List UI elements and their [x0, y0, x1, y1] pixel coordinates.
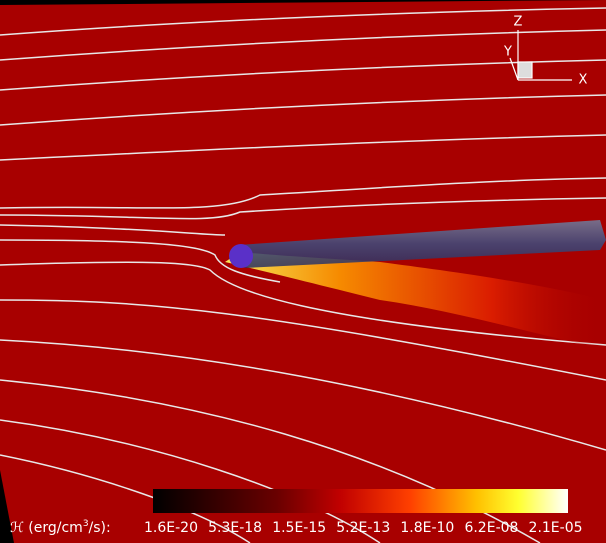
- colorbar-tick-label: 1.8E-10: [400, 520, 454, 536]
- colorbar-tick-label: 1.6E-20: [144, 520, 198, 536]
- axis-label: X: [579, 73, 588, 88]
- colorbar-label: ℋ (erg/cm3/s):: [10, 519, 111, 537]
- colorbar-tick-label: 2.1E-05: [529, 520, 583, 536]
- colorbar-ticks: 1.6E-20 5.3E-18 1.5E-15 5.2E-13 1.8E-10 6.2E-…: [144, 520, 583, 536]
- label-text: /s):: [89, 520, 111, 536]
- colorbar-tick-label: 1.5E-15: [272, 520, 326, 536]
- colorbar-tick-label: 6.2E-08: [464, 520, 518, 536]
- label-superscript: 3: [83, 519, 89, 529]
- colorbar: [153, 489, 568, 513]
- tube: [238, 220, 606, 268]
- axis-label: Z: [514, 15, 523, 30]
- label-text: ℋ (erg/cm: [10, 520, 83, 536]
- planet: [229, 244, 253, 268]
- plume: [225, 252, 606, 350]
- axes-triad: [509, 30, 572, 81]
- axis-label: Y: [503, 45, 512, 60]
- colorbar-tick-label: 5.3E-18: [208, 520, 262, 536]
- colorbar-tick-label: 5.2E-13: [336, 520, 390, 536]
